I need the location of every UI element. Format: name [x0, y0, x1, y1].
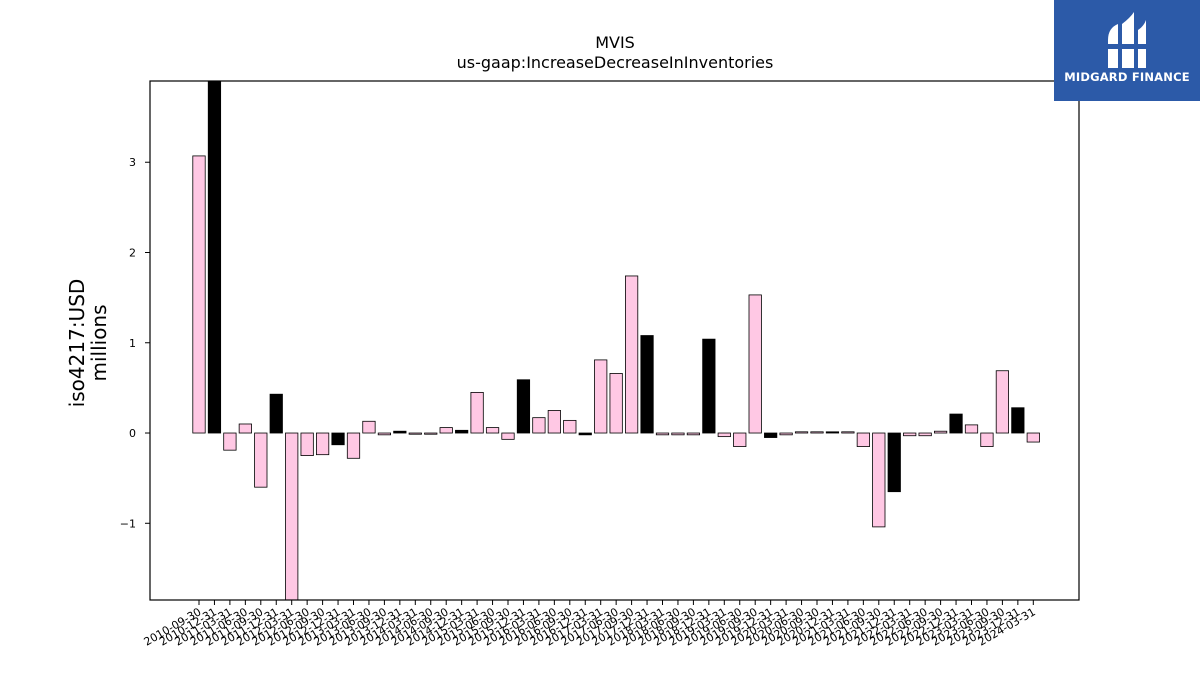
bar-2011-12-31 — [269, 393, 283, 434]
bars-group — [192, 80, 1040, 601]
bar-2018-09-30 — [686, 432, 701, 436]
bar-2018-06-30 — [671, 432, 685, 436]
bar-2022-06-30 — [918, 432, 932, 437]
bar-2014-12-31 — [455, 429, 469, 434]
bar-2019-06-30 — [733, 432, 747, 447]
bar-2023-09-30 — [995, 370, 1010, 434]
y-tick-label: 1 — [129, 337, 136, 350]
bar-2015-03-31 — [470, 391, 484, 434]
bar-2015-09-30 — [501, 432, 515, 440]
bar-2023-03-31 — [964, 424, 979, 434]
bar-2011-09-30 — [254, 432, 268, 488]
bar-2015-12-31 — [516, 379, 531, 434]
bar-2014-09-30 — [439, 427, 453, 434]
bar-2021-03-31 — [841, 431, 855, 434]
bar-2013-06-30 — [362, 420, 376, 434]
bar-2018-12-31 — [702, 338, 716, 434]
bar-2017-12-31 — [640, 335, 654, 434]
bar-2020-12-31 — [825, 431, 840, 434]
bar-2020-06-30 — [794, 431, 809, 434]
bar-2011-03-31 — [223, 432, 237, 451]
y-axis-label-line1: iso4217:USD — [65, 279, 89, 408]
bar-2012-06-30 — [300, 432, 314, 456]
bar-2023-06-30 — [980, 432, 994, 447]
bar-2016-06-30 — [547, 410, 561, 434]
bar-2022-09-30 — [934, 430, 948, 434]
bar-2022-03-31 — [903, 432, 917, 437]
bar-2017-06-30 — [609, 373, 623, 434]
bar-2016-12-31 — [578, 432, 592, 436]
y-tick-label: −1 — [120, 517, 136, 530]
bar-2020-03-31 — [779, 432, 793, 436]
y-ticks-group: −1 0 1 2 3 — [120, 156, 150, 530]
chart-title: MVIS — [595, 33, 635, 52]
bar-2017-03-31 — [594, 359, 608, 434]
bar-2021-12-31 — [887, 432, 901, 493]
bar-2019-03-31 — [717, 432, 731, 438]
bar-2012-03-31 — [285, 432, 299, 601]
bar-2011-06-30 — [238, 423, 252, 434]
logo-text: MIDGARD FINANCE — [1064, 70, 1190, 84]
bar-2017-09-30 — [625, 275, 639, 434]
bar-2019-09-30 — [748, 294, 762, 434]
chart-subtitle: us-gaap:IncreaseDecreaseInInventories — [457, 53, 774, 72]
y-axis-label: iso4217:USD millions — [65, 279, 111, 408]
bar-2019-12-31 — [764, 432, 778, 438]
plot-frame — [149, 80, 1080, 601]
bar-2012-09-30 — [315, 432, 330, 456]
bar-2013-12-31 — [393, 430, 407, 434]
bar-2023-12-31 — [1011, 407, 1025, 434]
bar-2018-03-31 — [655, 432, 670, 436]
bar-2024-03-31 — [1026, 432, 1040, 443]
bar-2010-09-30 — [192, 155, 206, 434]
y-axis-label-line2: millions — [87, 304, 111, 381]
bar-2021-09-30 — [872, 432, 886, 528]
bar-2013-09-30 — [377, 432, 392, 436]
bar-2021-06-30 — [856, 432, 870, 447]
y-tick-label: 0 — [129, 427, 136, 440]
bar-2015-06-30 — [485, 427, 500, 434]
bar-2020-09-30 — [810, 431, 824, 434]
y-tick-label: 2 — [129, 246, 136, 259]
bar-2016-03-31 — [532, 417, 546, 434]
y-tick-label: 3 — [129, 156, 136, 169]
bar-2022-12-31 — [949, 413, 963, 434]
x-ticks-group: 2010-09-302010-12-312011-03-312011-06-30… — [142, 600, 1038, 649]
bar-2014-03-31 — [408, 432, 422, 435]
bar-2010-12-31 — [207, 80, 222, 434]
bar-2013-03-31 — [346, 432, 361, 459]
midgard-logo-icon — [1106, 12, 1148, 68]
bar-2012-12-31 — [331, 432, 345, 446]
bar-2014-06-30 — [424, 432, 438, 435]
midgard-finance-logo: MIDGARD FINANCE — [1054, 0, 1200, 101]
bar-2016-09-30 — [563, 419, 577, 434]
